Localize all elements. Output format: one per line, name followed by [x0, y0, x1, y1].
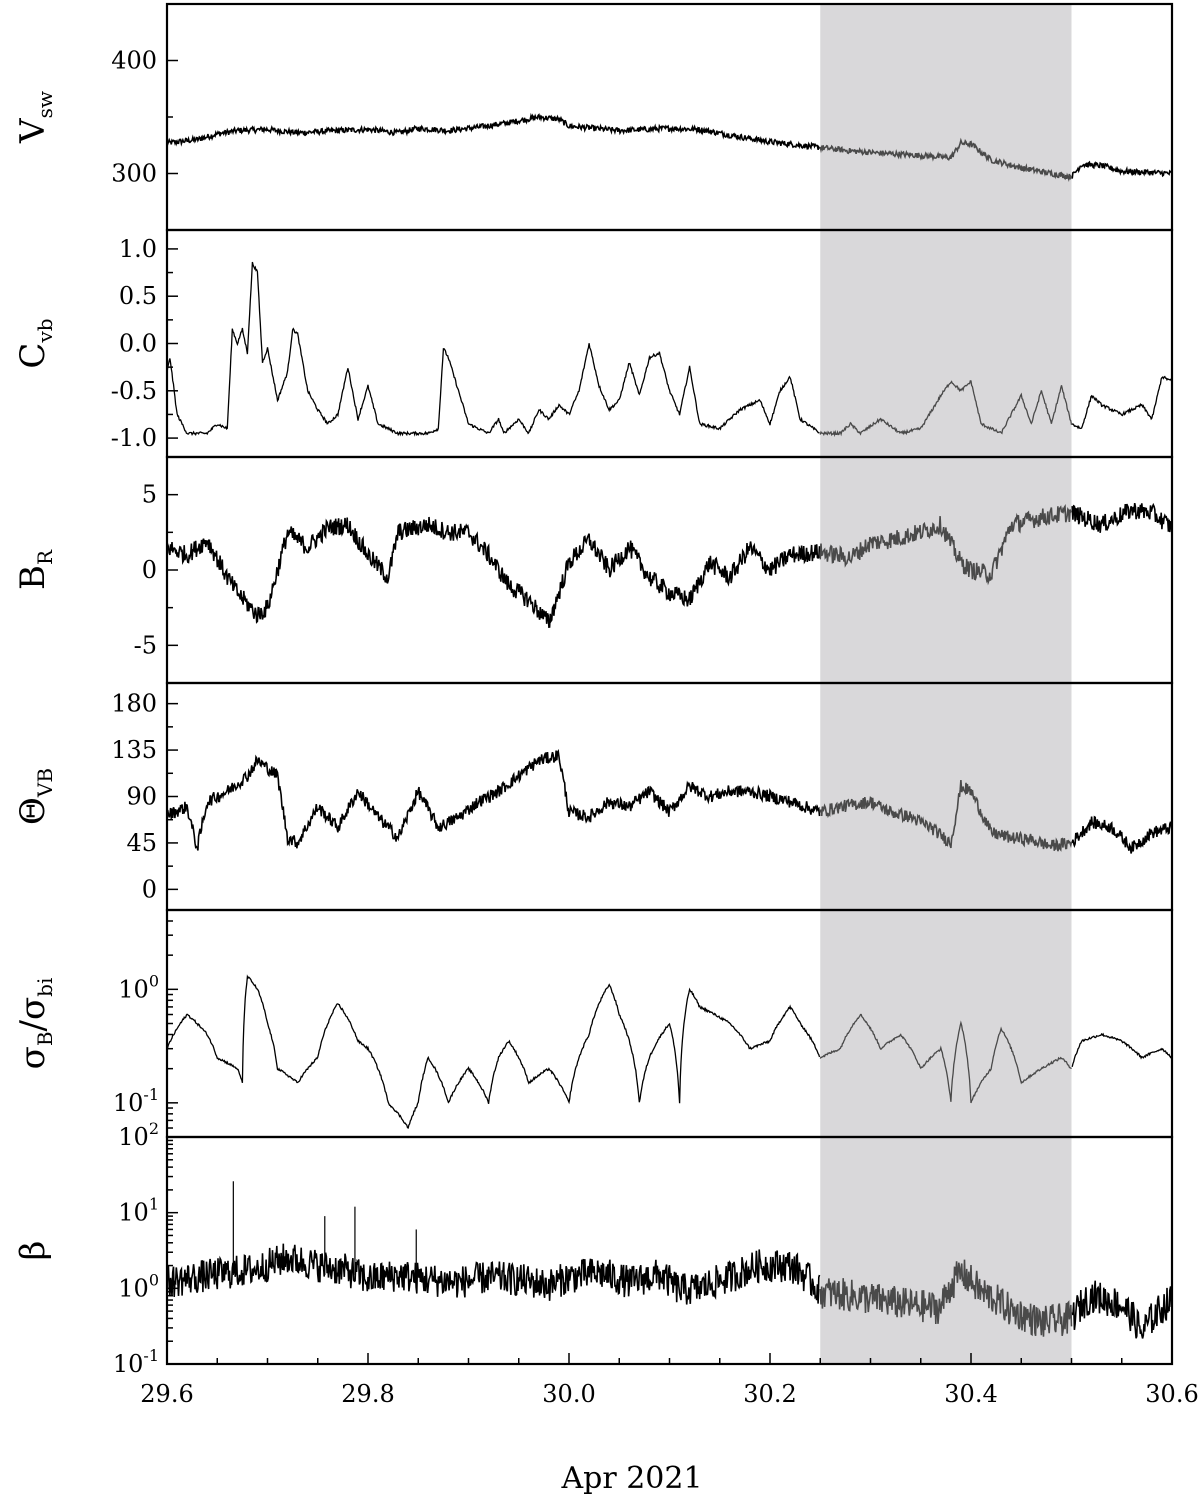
svg-text:BR: BR — [13, 549, 57, 590]
series-line-highlighted — [819, 1013, 1072, 1104]
series-line — [166, 261, 1173, 437]
y-axis-title: Vsw — [13, 91, 57, 144]
y-tick-label: 100 — [118, 1270, 159, 1302]
y-tick-label: 180 — [111, 690, 157, 718]
y-tick-label: 10-1 — [113, 1346, 159, 1378]
y-axis-title: β — [13, 1241, 53, 1261]
x-tick-label: 30.0 — [542, 1380, 595, 1408]
y-axis-title: BR — [13, 549, 57, 590]
y-axis-title: σB/σbi — [13, 978, 57, 1070]
y-tick-label: 0.0 — [119, 330, 157, 358]
series-line — [166, 1243, 1173, 1339]
y-axis-title: ΘVB — [13, 768, 57, 825]
series-line-highlighted — [819, 780, 1073, 852]
x-tick-label: 30.2 — [743, 1380, 796, 1408]
series-line — [166, 974, 1173, 1129]
y-tick-label: 5 — [142, 481, 157, 509]
y-tick-label: 0 — [142, 875, 157, 903]
y-tick-label: 101 — [118, 1195, 159, 1227]
series-line-highlighted — [819, 137, 1073, 183]
svg-text:Cvb: Cvb — [13, 318, 57, 368]
series-line-highlighted — [819, 1259, 1073, 1337]
y-tick-label: 102 — [118, 1119, 159, 1151]
series-line — [166, 502, 1173, 629]
x-tick-label: 29.6 — [140, 1380, 193, 1408]
axes-layer: 300 400 Vsw -1.0 -0.5 0.0 0.5 1.0 Cvb -5 0 5 BR 0 45 90… — [13, 2, 1199, 1408]
series-line-highlighted — [819, 504, 1073, 586]
series-line — [166, 748, 1173, 854]
y-tick-label: -1.0 — [111, 424, 157, 452]
y-tick-label: -0.5 — [111, 377, 157, 405]
y-tick-label: 0.5 — [119, 282, 157, 310]
x-tick-label: 29.8 — [341, 1380, 394, 1408]
y-tick-label: 0 — [142, 556, 157, 584]
y-axis-title: Cvb — [13, 318, 57, 368]
svg-text:Vsw: Vsw — [13, 91, 57, 144]
svg-text:σB/σbi: σB/σbi — [13, 978, 57, 1070]
x-tick-label: 30.4 — [944, 1380, 997, 1408]
data-lines-layer — [166, 112, 1173, 1339]
svg-text:β: β — [13, 1241, 53, 1261]
svg-text:ΘVB: ΘVB — [13, 768, 57, 825]
x-axis-title: Apr 2021 — [560, 1461, 702, 1496]
x-tick-label: 30.6 — [1145, 1380, 1198, 1408]
y-tick-label: 100 — [118, 971, 159, 1003]
y-tick-label: 300 — [111, 160, 157, 188]
y-tick-label: 45 — [126, 829, 157, 857]
series-line-highlighted — [819, 380, 1073, 438]
y-tick-label: 10-1 — [113, 1085, 159, 1117]
y-tick-label: 135 — [111, 736, 157, 764]
series-line — [166, 112, 1172, 179]
y-tick-label: -5 — [134, 631, 157, 659]
y-tick-label: 90 — [126, 783, 157, 811]
y-tick-label: 1.0 — [119, 235, 157, 263]
y-tick-label: 400 — [111, 47, 157, 75]
